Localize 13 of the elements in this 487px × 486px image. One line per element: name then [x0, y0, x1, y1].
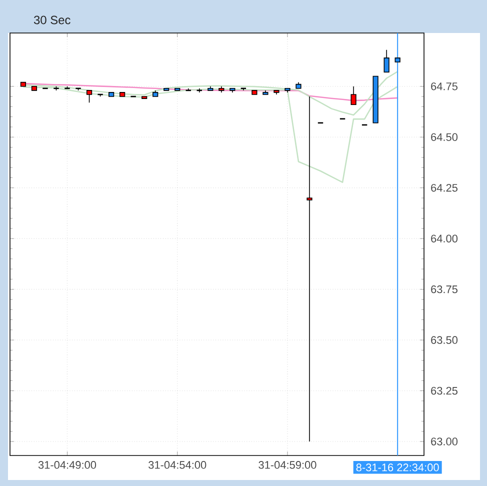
y-tick-label: 64.25 [431, 184, 458, 192]
x-tick-label: 8-31-16 22:34:00 [356, 464, 439, 472]
y-tick-label: 63.00 [431, 438, 458, 446]
y-tick-label: 64.75 [431, 82, 458, 90]
x-tick-label: 31-04:59:00 [258, 461, 316, 469]
y-tick-label: 63.50 [431, 336, 458, 344]
y-tick-label: 63.75 [431, 285, 458, 294]
y-tick-label: 63.25 [431, 386, 458, 395]
chart-title: 30 Sec [34, 16, 70, 24]
x-tick-label: 31-04:54:00 [148, 461, 206, 469]
x-tick-label: 31-04:49:00 [38, 461, 96, 469]
y-tick-label: 64.50 [431, 133, 458, 141]
y-tick-label: 64.00 [431, 234, 458, 242]
